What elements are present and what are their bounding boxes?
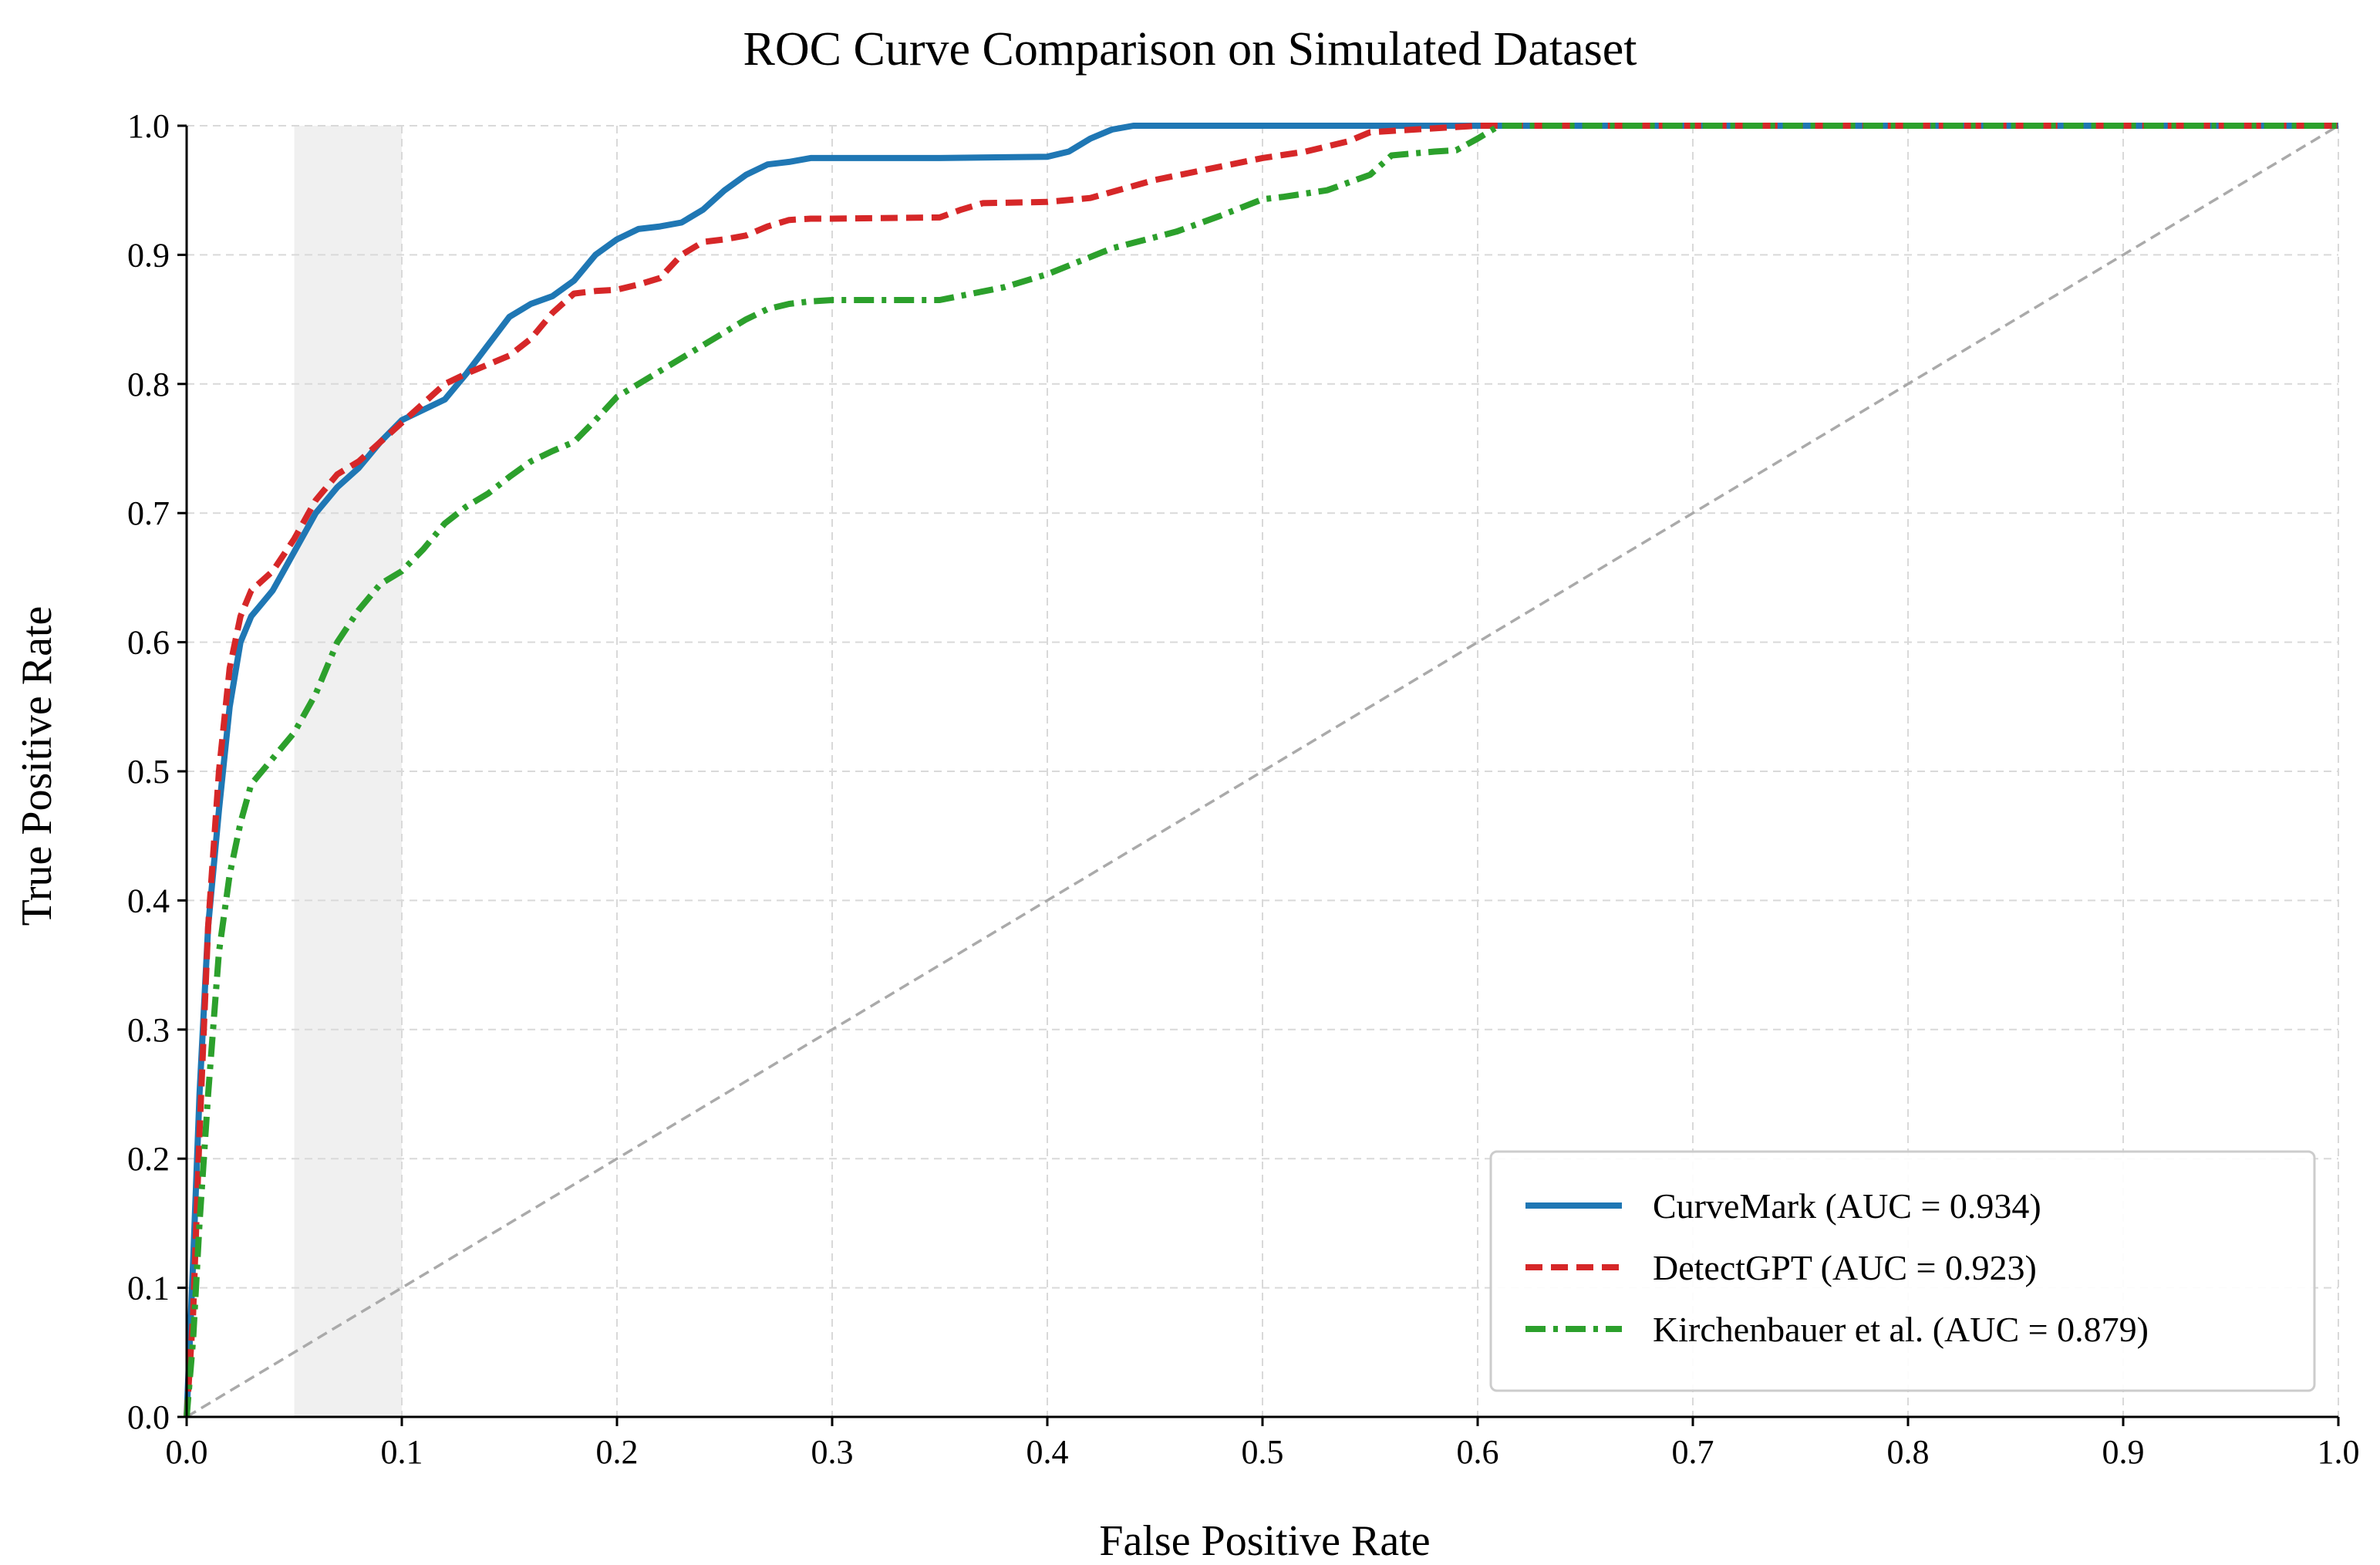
legend-label-1: DetectGPT (AUC = 0.923) xyxy=(1653,1248,2037,1287)
y-tick-label: 0.2 xyxy=(127,1140,170,1178)
plot-area: 0.0 0.1 0.2 0.3 0.4 0.5 0.6 0.7 0.8 0.9 1.0 0.0 0.1 0… xyxy=(127,107,2360,1471)
y-tick-label: 0.9 xyxy=(127,236,170,274)
x-tick-label: 0.2 xyxy=(596,1433,639,1471)
x-tick-label: 0.1 xyxy=(381,1433,423,1471)
x-axis-label: False Positive Rate xyxy=(1099,1517,1430,1565)
y-tick-label: 0.3 xyxy=(127,1011,170,1049)
series-line-0 xyxy=(184,123,2338,1418)
y-tick-label: 0.1 xyxy=(127,1270,170,1307)
x-tick-label: 0.9 xyxy=(2102,1433,2145,1471)
legend-box xyxy=(1489,1150,2316,1392)
y-tick-label: 0.0 xyxy=(127,1398,170,1436)
legend: CurveMark (AUC = 0.934) DetectGPT (AUC = … xyxy=(1489,1150,2316,1392)
legend-label-2: Kirchenbauer et al. (AUC = 0.879) xyxy=(1653,1310,2149,1349)
x-tick-label: 0.6 xyxy=(1457,1433,1499,1471)
x-tick-label: 1.0 xyxy=(2318,1433,2360,1471)
x-tick-label: 0.5 xyxy=(1242,1433,1284,1471)
series-line-2 xyxy=(184,123,2338,1418)
y-tick-label: 0.5 xyxy=(127,753,170,791)
x-tick-label: 0.4 xyxy=(1027,1433,1069,1471)
x-tick-label: 0.7 xyxy=(1672,1433,1714,1471)
y-tick-label: 0.6 xyxy=(127,624,170,662)
x-tick-label: 0.8 xyxy=(1887,1433,1930,1471)
series-line-1 xyxy=(184,123,2338,1418)
y-tick-label: 1.0 xyxy=(127,107,170,145)
reference-line xyxy=(186,124,2339,1418)
x-tick-label: 0.3 xyxy=(811,1433,854,1471)
y-tick-label: 0.4 xyxy=(127,882,170,919)
chart-title: ROC Curve Comparison on Simulated Datase… xyxy=(743,23,1637,76)
y-tick-label: 0.8 xyxy=(127,366,170,403)
x-tick-label: 0.0 xyxy=(166,1433,208,1471)
legend-label-0: CurveMark (AUC = 0.934) xyxy=(1653,1186,2041,1226)
y-axis-label: True Positive Rate xyxy=(13,606,61,926)
y-tick-label: 0.7 xyxy=(127,494,170,532)
